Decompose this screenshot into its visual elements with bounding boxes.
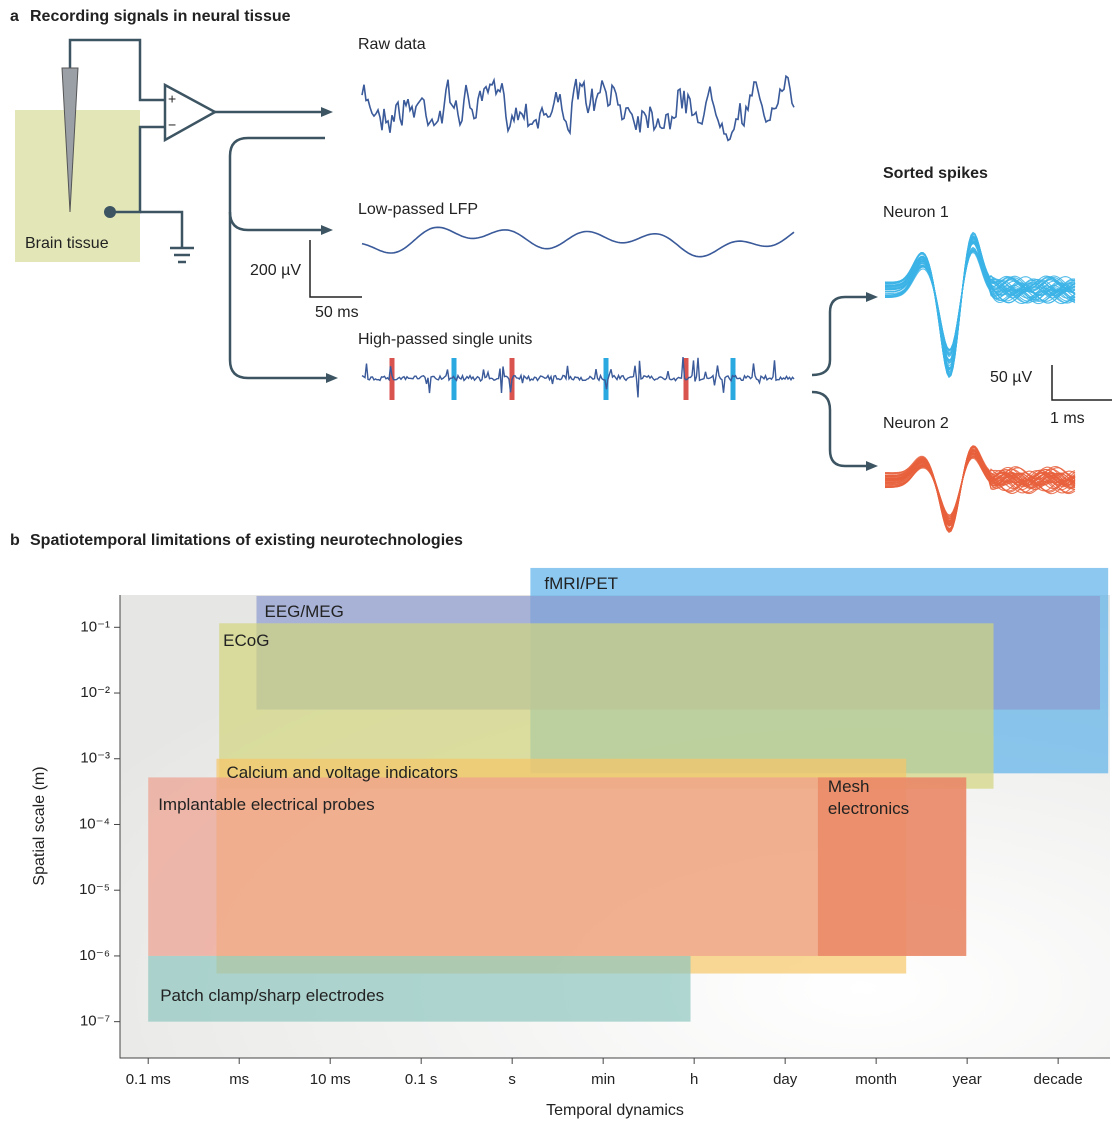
electrode-contact <box>104 206 116 218</box>
y-tick-label: 10⁻² <box>80 684 110 701</box>
trace-label: High-passed single units <box>358 331 532 348</box>
hp-trace <box>362 357 794 397</box>
series-label-box: Mesh electronics <box>828 776 948 826</box>
x-tick-label: month <box>855 1071 897 1088</box>
scale-label: 200 µV <box>250 262 301 279</box>
scale-bar <box>1052 365 1112 400</box>
tissue-label: Brain tissue <box>25 235 109 252</box>
x-tick-label: 0.1 s <box>405 1071 438 1088</box>
raw-trace <box>362 76 794 140</box>
series-label: Mesh electronics <box>828 776 948 820</box>
scale-label: 50 ms <box>315 304 359 321</box>
x-tick-label: s <box>508 1071 516 1088</box>
scale-label: 50 µV <box>990 369 1032 386</box>
y-tick-label: 10⁻⁵ <box>79 881 110 898</box>
y-tick-label: 10⁻⁶ <box>79 947 110 964</box>
x-tick-label: 10 ms <box>310 1071 351 1088</box>
x-tick-label: 0.1 ms <box>126 1071 171 1088</box>
neuron-label: Neuron 2 <box>883 415 949 432</box>
y-tick-label: 10⁻³ <box>80 750 110 767</box>
series-label: fMRI/PET <box>544 573 844 595</box>
amp-plus: + <box>168 91 176 107</box>
series-label: EEG/MEG <box>264 601 564 623</box>
y-tick-label: 10⁻⁴ <box>79 815 110 832</box>
x-tick-label: ms <box>229 1071 249 1088</box>
series-label: Patch clamp/sharp electrodes <box>160 985 560 1007</box>
chart-title: Spatiotemporal limitations of existing n… <box>30 532 463 549</box>
scale-bar <box>310 240 362 297</box>
x-tick-label: day <box>773 1071 798 1088</box>
arrowheads <box>321 107 878 471</box>
traces <box>362 76 1075 532</box>
panel-label: a <box>10 8 19 25</box>
neuron-label: Neuron 1 <box>883 204 949 221</box>
amp-minus: − <box>168 117 176 133</box>
series-label: Implantable electrical probes <box>158 794 558 816</box>
series-label-box: ECoG <box>223 630 523 680</box>
x-tick-label: h <box>690 1071 698 1088</box>
figure: a Recording signals in neural tissue + −… <box>0 0 1116 1123</box>
y-axis-label: Spatial scale (m) <box>31 766 48 885</box>
series-label: Calcium and voltage indicators <box>226 762 626 784</box>
lfp-trace <box>362 227 794 256</box>
x-axis-label: Temporal dynamics <box>546 1102 684 1119</box>
series-label-box: fMRI/PET <box>544 573 844 623</box>
panel-label: b <box>10 532 20 549</box>
trace-label: Raw data <box>358 36 426 53</box>
y-tick-label: 10⁻¹ <box>80 618 110 635</box>
x-tick-label: decade <box>1034 1071 1083 1088</box>
panel-title: Recording signals in neural tissue <box>30 8 291 25</box>
series-label-box: Patch clamp/sharp electrodes <box>160 985 560 1035</box>
trace-label: Low-passed LFP <box>358 201 478 218</box>
sorted-title: Sorted spikes <box>883 165 988 182</box>
scale-label: 1 ms <box>1050 410 1085 427</box>
x-tick-label: year <box>953 1071 982 1088</box>
y-tick-label: 10⁻⁷ <box>80 1013 110 1030</box>
x-tick-label: min <box>591 1071 615 1088</box>
series-label: ECoG <box>223 630 523 652</box>
series-label-box: Implantable electrical probes <box>158 794 558 844</box>
